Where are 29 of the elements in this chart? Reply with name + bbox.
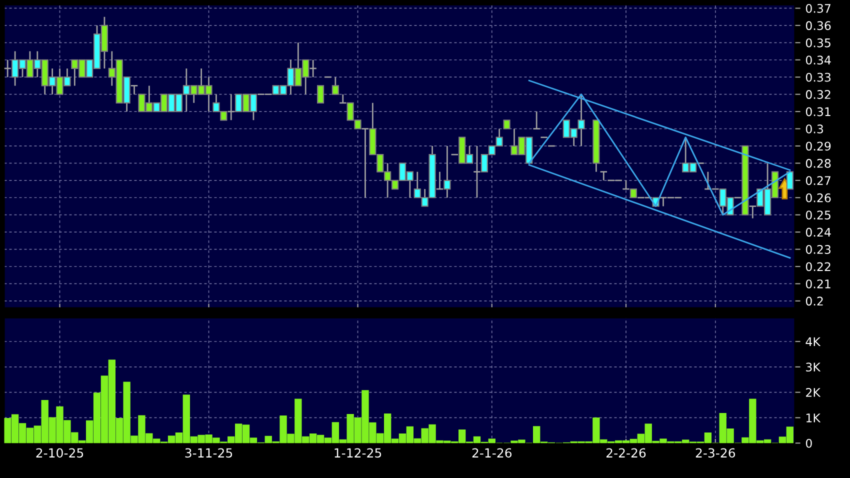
- y-tick-label: 0.26: [806, 193, 831, 202]
- y-tick-label: 0.35: [806, 38, 830, 48]
- x-tick-label: 3-11-25: [185, 448, 232, 458]
- y-tick-label: 0.34: [806, 56, 831, 65]
- y-tick-label: 2K: [806, 388, 821, 397]
- y-tick-label: 0.28: [806, 158, 831, 168]
- y-tick-label: 1K: [806, 414, 821, 422]
- y-tick-label: 0.33: [806, 72, 831, 82]
- y-tick-label: 0.3: [806, 124, 823, 134]
- x-tick-label: 2-10-25: [36, 448, 84, 458]
- y-tick-label: 0.32: [806, 90, 830, 99]
- y-tick-label: 0.29: [806, 142, 831, 151]
- y-tick-label: 0.27: [806, 176, 830, 186]
- y-tick-label: 3K: [806, 362, 821, 372]
- y-tick-label: 0.37: [806, 4, 830, 13]
- y-tick-label: 0.31: [806, 107, 830, 116]
- y-tick-label: 0.24: [806, 228, 831, 237]
- y-tick-label: 0.21: [806, 279, 830, 288]
- x-tick-label: 2-3-26: [696, 448, 736, 458]
- y-tick-label: 0.36: [806, 21, 831, 30]
- x-tick-label: 2-2-26: [606, 448, 646, 458]
- y-tick-label: 4K: [806, 337, 821, 346]
- y-tick-label: 0.22: [806, 262, 830, 272]
- y-tick-label: 0.23: [806, 245, 831, 254]
- y-tick-label: 0: [806, 438, 812, 448]
- y-tick-label: 0.2: [806, 296, 823, 306]
- x-tick-label: 2-1-26: [472, 448, 512, 458]
- x-tick-label: 1-12-25: [334, 448, 382, 458]
- y-tick-label: 0.25: [806, 210, 830, 220]
